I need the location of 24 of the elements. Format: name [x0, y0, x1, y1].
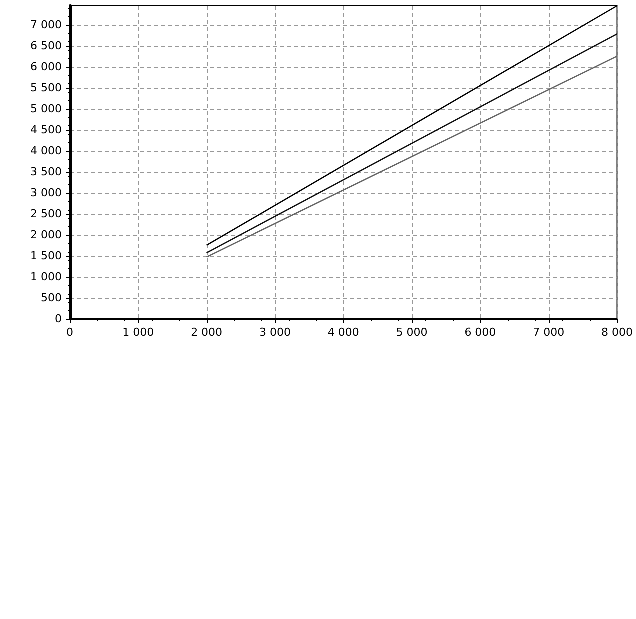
x-tick-label: 3 000 — [259, 326, 291, 339]
x-tick-label: 6 000 — [464, 326, 496, 339]
y-tick-label: 500 — [41, 291, 62, 304]
x-tick-label: 0 — [66, 326, 74, 339]
y-tick-label: 5 500 — [30, 81, 62, 94]
x-tick-label: 8 000 — [602, 326, 634, 339]
x-tick-label: 1 000 — [122, 326, 154, 339]
y-tick-label: 7 000 — [30, 18, 62, 32]
y-tick-label: 3 500 — [30, 165, 62, 178]
y-tick-label: 1 000 — [30, 270, 62, 284]
y-tick-label: 6 500 — [30, 39, 62, 52]
y-tick-label: 5 000 — [30, 102, 62, 116]
y-tick-label: 6 000 — [30, 60, 62, 74]
y-tick-label: 4 000 — [30, 144, 62, 158]
x-tick-label: 5 000 — [396, 326, 428, 339]
y-tick-label: 4 500 — [30, 123, 62, 136]
y-tick-label: 0 — [55, 312, 62, 326]
y-tick-label: 2 000 — [30, 228, 62, 242]
x-tick-label: 4 000 — [328, 326, 360, 339]
y-tick-label: 3 000 — [30, 186, 62, 200]
x-tick-label: 2 000 — [191, 326, 223, 339]
y-tick-label: 1 500 — [30, 249, 62, 262]
y-tick-label: 2 500 — [30, 207, 62, 220]
x-tick-label: 7 000 — [533, 326, 565, 339]
